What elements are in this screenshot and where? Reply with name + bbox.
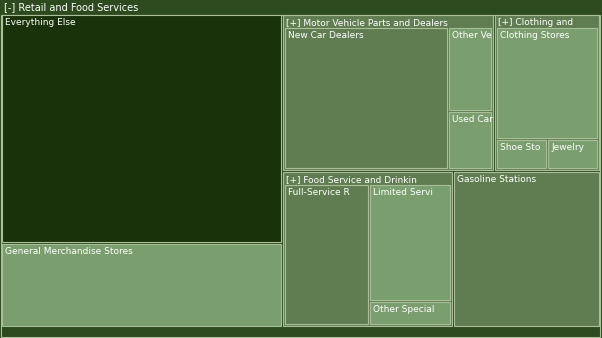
Text: General Merchandise Stores: General Merchandise Stores: [5, 247, 133, 256]
Text: Gasoline Stations: Gasoline Stations: [457, 175, 536, 184]
Bar: [497, 140, 546, 168]
Bar: [370, 185, 450, 300]
Text: Other Ve: Other Ve: [452, 31, 492, 40]
Bar: [285, 185, 368, 324]
Bar: [449, 112, 491, 168]
Bar: [2, 15, 281, 242]
Bar: [370, 302, 450, 324]
Text: Limited Servi: Limited Servi: [373, 188, 433, 197]
Text: Full-Service R: Full-Service R: [288, 188, 350, 197]
Bar: [283, 172, 452, 326]
Bar: [548, 140, 597, 168]
Text: Jewelry: Jewelry: [551, 143, 584, 152]
Text: [+] Motor Vehicle Parts and Dealers: [+] Motor Vehicle Parts and Dealers: [286, 18, 448, 27]
Bar: [449, 28, 491, 110]
Bar: [2, 244, 281, 326]
Text: Shoe Sto: Shoe Sto: [500, 143, 541, 152]
Text: [-] Retail and Food Services: [-] Retail and Food Services: [4, 2, 138, 12]
Text: [+] Clothing and: [+] Clothing and: [498, 18, 573, 27]
Text: [+] Food Service and Drinkin: [+] Food Service and Drinkin: [286, 175, 417, 184]
Text: Other Special: Other Special: [373, 305, 435, 314]
Bar: [497, 28, 597, 138]
Text: Used Car: Used Car: [452, 115, 493, 124]
Bar: [495, 15, 599, 170]
Bar: [0, 0, 602, 14]
Bar: [283, 15, 493, 170]
Bar: [285, 28, 447, 168]
Text: Everything Else: Everything Else: [5, 18, 76, 27]
Text: Clothing Stores: Clothing Stores: [500, 31, 569, 40]
Bar: [454, 172, 599, 326]
Text: New Car Dealers: New Car Dealers: [288, 31, 364, 40]
